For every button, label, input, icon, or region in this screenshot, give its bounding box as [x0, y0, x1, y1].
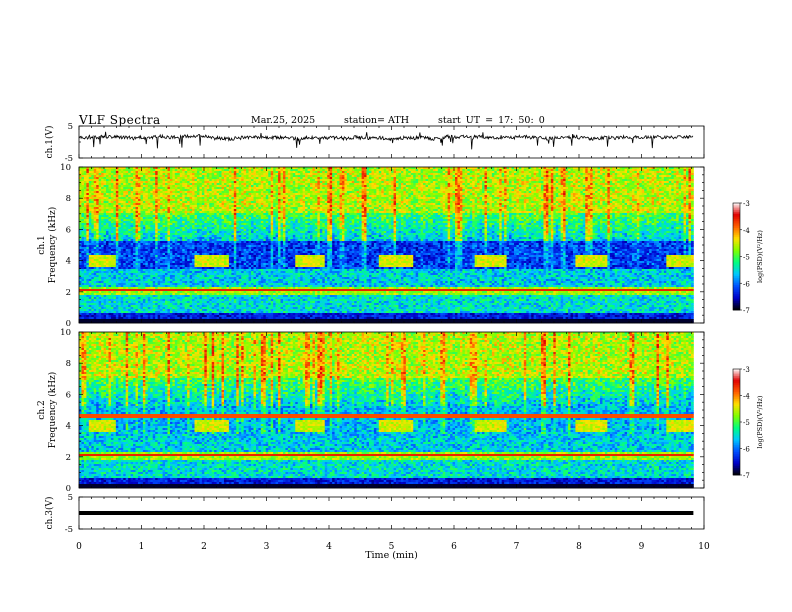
ch2-spectrogram-ytick: 4: [66, 422, 71, 432]
ch1-spectrogram-colorbar-tick: -3: [743, 200, 750, 208]
time-axis-label: Time (min): [365, 550, 418, 561]
ch3-waveform-ylabel: ch.3(V): [44, 497, 55, 530]
ch1-spectrogram-colorbar-tick: -6: [743, 280, 750, 288]
ch1-spectrogram-ytick: 4: [66, 257, 71, 267]
time-tick-label: 7: [514, 542, 520, 552]
ch2-spectrogram-colorbar-tick: -6: [743, 446, 750, 454]
ch1-spectrogram-channel-label: ch.1: [37, 235, 47, 254]
ch1-waveform-ylabel: ch.1(V): [44, 126, 55, 159]
ch2-spectrogram-colorbar-tick: -5: [743, 419, 750, 427]
time-tick-label: 8: [576, 542, 582, 552]
ch1-spectrogram-colorbar-tick: -5: [743, 254, 750, 262]
ch2-spectrogram-ytick: 2: [66, 453, 71, 463]
ch1-spectrogram-colorbar-label: log(PSD)(V²/Hz): [756, 230, 764, 283]
time-tick-label: 6: [451, 542, 457, 552]
ch1-waveform-frame: [79, 126, 704, 158]
ch1-waveform-ytick: 5: [68, 122, 73, 132]
ch3-waveform-ytick: -5: [65, 525, 73, 535]
ch1-spectrogram-image: [79, 167, 694, 323]
ch1-waveform-panel: 5-5ch.1(V): [44, 122, 704, 164]
ch1-spectrogram-ytick: 8: [66, 194, 71, 204]
ch2-spectrogram-channel-label: ch.2: [37, 400, 47, 419]
time-tick-label: 4: [326, 542, 332, 552]
ch2-spectrogram-image: [79, 332, 694, 488]
time-tick-label: 0: [76, 542, 82, 552]
ch2-spectrogram-colorbar-label: log(PSD)(V²/Hz): [756, 395, 764, 448]
ch1-spectrogram-ytick: 2: [66, 288, 71, 298]
ch1-spectrogram-ytick: 10: [60, 163, 71, 173]
ch1-spectrogram-ytick: 6: [66, 225, 71, 235]
ch1-spectrogram-colorbar: -3 -4 -5 -6 -7 log(PSD)(V²/Hz): [733, 200, 764, 315]
ch1-spectrogram-ylabel: Frequency (kHz): [47, 207, 58, 284]
ch2-spectrogram-ytick: 6: [66, 390, 71, 400]
time-tick-label: 3: [264, 542, 270, 552]
ch1-waveform-trace: [79, 132, 693, 150]
time-tick-label: 9: [639, 542, 645, 552]
ch2-spectrogram-colorbar-tick: -7: [743, 472, 750, 480]
ch3-waveform-ytick: 5: [68, 493, 73, 503]
ch2-spectrogram-colorbar-tick: -4: [743, 393, 750, 401]
ch2-spectrogram-ytick: 10: [60, 328, 71, 338]
ch2-spectrogram-ytick: 8: [66, 359, 71, 369]
ch2-spectrogram-colorbar-tick: -3: [743, 366, 750, 374]
time-tick-label: 10: [698, 542, 710, 552]
time-tick-label: 1: [139, 542, 145, 552]
ch3-waveform-panel: 5 -5 ch.3(V): [44, 493, 704, 535]
time-tick-label: 2: [201, 542, 207, 552]
ch2-spectrogram-ylabel: Frequency (kHz): [47, 372, 58, 449]
ch1-spectrogram-colorbar-tick: -7: [743, 307, 750, 315]
ch2-spectrogram-colorbar: -3 -4 -5 -6 -7 log(PSD)(V²/Hz): [733, 366, 764, 480]
ch1-spectrogram-colorbar-tick: -4: [743, 227, 750, 235]
